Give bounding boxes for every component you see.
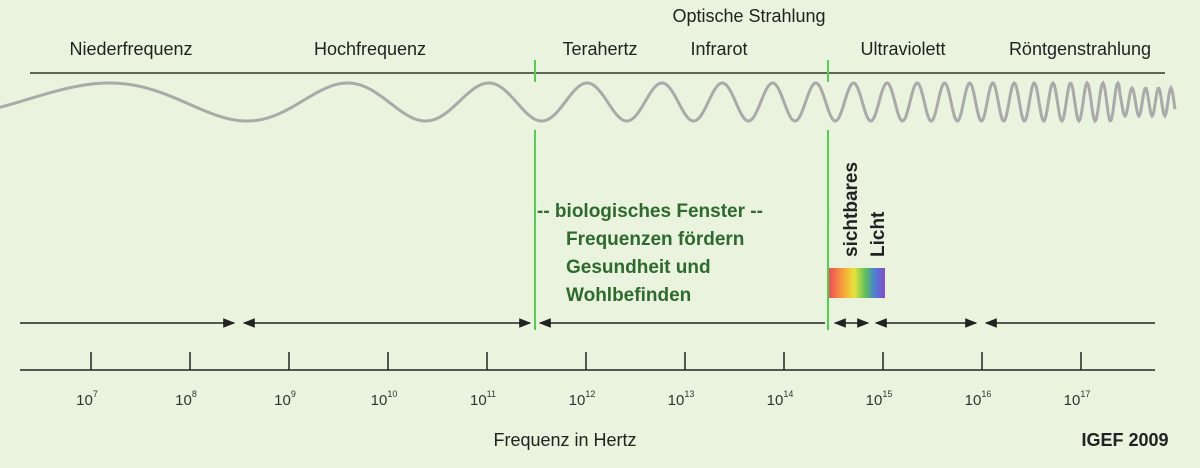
- visible-text: sichtbares: [841, 162, 862, 257]
- visible-text: Licht: [868, 211, 889, 257]
- tick-base: 10: [274, 392, 291, 409]
- tick-exponent: 9: [291, 389, 296, 399]
- tick-exponent: 10: [387, 389, 397, 399]
- tick-label: 1010: [371, 389, 398, 409]
- tick-base: 10: [175, 392, 192, 409]
- tick-label: 107: [76, 389, 98, 409]
- band-label: Terahertz: [562, 39, 637, 59]
- tick-label: 1014: [767, 389, 794, 409]
- tick-exponent: 15: [882, 389, 892, 399]
- tick-exponent: 17: [1080, 389, 1090, 399]
- tick-exponent: 16: [981, 389, 991, 399]
- tick-label: 1012: [569, 389, 596, 409]
- tick-base: 10: [76, 392, 93, 409]
- band-label: Niederfrequenz: [69, 39, 192, 59]
- tick-exponent: 11: [487, 389, 496, 399]
- tick-label: 1016: [965, 389, 992, 409]
- band-label: Hochfrequenz: [314, 39, 426, 59]
- tick-label: 1017: [1064, 389, 1091, 409]
- band-label: Infrarot: [690, 39, 747, 59]
- tick-base: 10: [569, 392, 586, 409]
- credit: IGEF 2009: [1081, 430, 1168, 450]
- wave: [0, 80, 1177, 124]
- band-label: Röntgenstrahlung: [1009, 39, 1151, 59]
- tick-exponent: 14: [783, 389, 793, 399]
- band-label: Ultraviolett: [860, 39, 945, 59]
- tick-base: 10: [767, 392, 784, 409]
- tick-label: 1013: [668, 389, 695, 409]
- tick-exponent: 7: [93, 389, 98, 399]
- window-text: Frequenzen fördern: [566, 229, 744, 250]
- tick-base: 10: [668, 392, 685, 409]
- group-label: Optische Strahlung: [672, 6, 825, 26]
- window-text: Wohlbefinden: [566, 285, 691, 306]
- tick-base: 10: [470, 392, 487, 409]
- tick-exponent: 13: [684, 389, 694, 399]
- tick-label: 109: [274, 389, 296, 409]
- spectrum-swatch: [829, 268, 885, 298]
- tick-base: 10: [866, 392, 883, 409]
- tick-base: 10: [965, 392, 982, 409]
- tick-base: 10: [371, 392, 388, 409]
- tick-exponent: 8: [192, 389, 197, 399]
- axis-label: Frequenz in Hertz: [493, 430, 636, 450]
- tick-label: 108: [175, 389, 197, 409]
- window-text: Gesundheit und: [566, 257, 711, 278]
- tick-exponent: 12: [585, 389, 595, 399]
- tick-base: 10: [1064, 392, 1081, 409]
- tick-label: 1015: [866, 389, 893, 409]
- window-text: -- biologisches Fenster --: [537, 201, 763, 222]
- tick-label: 1011: [470, 389, 496, 409]
